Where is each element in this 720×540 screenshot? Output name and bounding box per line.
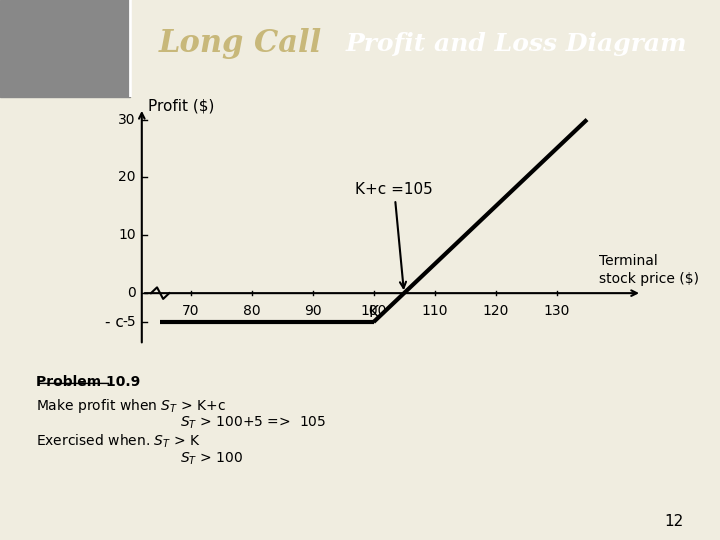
Text: 90: 90 xyxy=(304,303,321,318)
Text: Long Call: Long Call xyxy=(158,28,322,59)
Text: 70: 70 xyxy=(182,303,199,318)
Text: 10: 10 xyxy=(118,228,135,242)
Text: $S_T$ > 100+5 =>  105: $S_T$ > 100+5 => 105 xyxy=(180,415,326,431)
Text: $S_T$ > 100: $S_T$ > 100 xyxy=(180,451,243,467)
Text: 30: 30 xyxy=(118,112,135,126)
Text: Exercised when. $S_T$ > K: Exercised when. $S_T$ > K xyxy=(36,433,201,450)
Bar xyxy=(0,0,130,97)
Text: Problem 10.9: Problem 10.9 xyxy=(36,375,140,389)
Text: 20: 20 xyxy=(118,171,135,185)
Text: 110: 110 xyxy=(421,303,448,318)
Text: Profit ($): Profit ($) xyxy=(148,99,215,114)
Text: 0: 0 xyxy=(127,286,135,300)
Text: Make profit when $S_T$ > K+c: Make profit when $S_T$ > K+c xyxy=(36,397,226,415)
Text: Profit and Loss Diagram: Profit and Loss Diagram xyxy=(346,32,687,56)
Text: - c: - c xyxy=(104,315,124,329)
Text: -5: -5 xyxy=(122,315,135,329)
Text: 100: 100 xyxy=(361,303,387,318)
Text: K: K xyxy=(369,305,379,320)
Text: 80: 80 xyxy=(243,303,261,318)
Text: Terminal
stock price ($): Terminal stock price ($) xyxy=(599,254,699,286)
Text: 120: 120 xyxy=(482,303,509,318)
Text: K+c =105: K+c =105 xyxy=(355,181,433,288)
Text: 12: 12 xyxy=(665,514,684,529)
Text: 130: 130 xyxy=(544,303,570,318)
